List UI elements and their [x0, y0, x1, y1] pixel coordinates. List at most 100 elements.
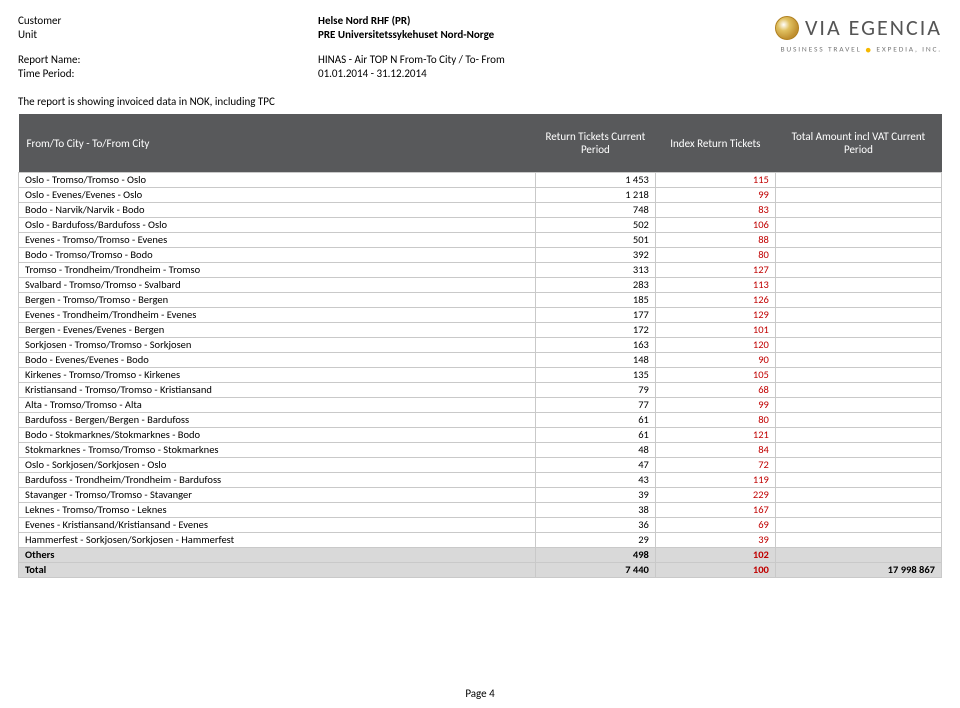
table-row: Bergen - Evenes/Evenes - Bergen172101 — [19, 323, 942, 338]
value-customer: Helse Nord RHF (PR) — [318, 14, 722, 28]
table-row: Stavanger - Tromso/Tromso - Stavanger392… — [19, 488, 942, 503]
cell-index: 39 — [655, 533, 775, 548]
cell-return-tickets: 172 — [535, 323, 655, 338]
cell-return-tickets: 79 — [535, 383, 655, 398]
brand-tagline-left: BUSINESS TRAVEL — [781, 45, 862, 54]
cell-index: 129 — [655, 308, 775, 323]
cell-index: 72 — [655, 458, 775, 473]
cell-route: Hammerfest - Sorkjosen/Sorkjosen - Hamme… — [19, 533, 536, 548]
cell-index: 99 — [655, 398, 775, 413]
cell-return-tickets: 392 — [535, 248, 655, 263]
cell-route: Total — [19, 563, 536, 578]
cell-amount — [775, 458, 941, 473]
label-customer: Customer — [18, 14, 98, 28]
cell-index: 126 — [655, 293, 775, 308]
cell-return-tickets: 1 453 — [535, 173, 655, 188]
cell-route: Oslo - Bardufoss/Bardufoss - Oslo — [19, 218, 536, 233]
table-row: Svalbard - Tromso/Tromso - Svalbard28311… — [19, 278, 942, 293]
table-row: Bardufoss - Bergen/Bergen - Bardufoss618… — [19, 413, 942, 428]
cell-return-tickets: 313 — [535, 263, 655, 278]
report-table: From/To City - To/From City Return Ticke… — [18, 114, 942, 578]
cell-amount — [775, 233, 941, 248]
cell-route: Bodo - Tromso/Tromso - Bodo — [19, 248, 536, 263]
cell-return-tickets: 61 — [535, 413, 655, 428]
label-unit: Unit — [18, 28, 98, 42]
cell-return-tickets: 748 — [535, 203, 655, 218]
cell-return-tickets: 77 — [535, 398, 655, 413]
cell-route: Bergen - Tromso/Tromso - Bergen — [19, 293, 536, 308]
cell-return-tickets: 39 — [535, 488, 655, 503]
cell-route: Svalbard - Tromso/Tromso - Svalbard — [19, 278, 536, 293]
table-row: Hammerfest - Sorkjosen/Sorkjosen - Hamme… — [19, 533, 942, 548]
cell-index: 102 — [655, 548, 775, 563]
cell-return-tickets: 163 — [535, 338, 655, 353]
cell-index: 229 — [655, 488, 775, 503]
cell-amount — [775, 533, 941, 548]
cell-route: Oslo - Evenes/Evenes - Oslo — [19, 188, 536, 203]
cell-index: 119 — [655, 473, 775, 488]
cell-route: Stavanger - Tromso/Tromso - Stavanger — [19, 488, 536, 503]
table-row: Evenes - Tromso/Tromso - Evenes50188 — [19, 233, 942, 248]
cell-amount — [775, 218, 941, 233]
cell-return-tickets: 36 — [535, 518, 655, 533]
col-amount: Total Amount incl VAT Current Period — [775, 114, 941, 173]
brand-text: VIA EGENCIA — [805, 14, 942, 41]
cell-return-tickets: 185 — [535, 293, 655, 308]
cell-amount: 17 998 867 — [775, 563, 941, 578]
cell-amount — [775, 293, 941, 308]
cell-index: 101 — [655, 323, 775, 338]
cell-index: 90 — [655, 353, 775, 368]
cell-index: 80 — [655, 413, 775, 428]
cell-route: Others — [19, 548, 536, 563]
cell-amount — [775, 368, 941, 383]
table-row: Kirkenes - Tromso/Tromso - Kirkenes13510… — [19, 368, 942, 383]
cell-return-tickets: 29 — [535, 533, 655, 548]
cell-index: 99 — [655, 188, 775, 203]
cell-route: Bodo - Narvik/Narvik - Bodo — [19, 203, 536, 218]
cell-return-tickets: 283 — [535, 278, 655, 293]
cell-amount — [775, 398, 941, 413]
cell-return-tickets: 43 — [535, 473, 655, 488]
cell-index: 113 — [655, 278, 775, 293]
table-row: Bardufoss - Trondheim/Trondheim - Barduf… — [19, 473, 942, 488]
table-row: Tromso - Trondheim/Trondheim - Tromso313… — [19, 263, 942, 278]
label-time-period: Time Period: — [18, 67, 98, 81]
col-route: From/To City - To/From City — [19, 114, 536, 173]
cell-route: Evenes - Tromso/Tromso - Evenes — [19, 233, 536, 248]
report-note: The report is showing invoiced data in N… — [18, 95, 942, 108]
col-index: Index Return Tickets — [655, 114, 775, 173]
cell-amount — [775, 548, 941, 563]
cell-return-tickets: 61 — [535, 428, 655, 443]
brand-tagline-right: EXPEDIA, INC. — [876, 45, 942, 54]
cell-route: Kirkenes - Tromso/Tromso - Kirkenes — [19, 368, 536, 383]
cell-return-tickets: 1 218 — [535, 188, 655, 203]
cell-return-tickets: 48 — [535, 443, 655, 458]
cell-return-tickets: 501 — [535, 233, 655, 248]
cell-route: Stokmarknes - Tromso/Tromso - Stokmarkne… — [19, 443, 536, 458]
cell-route: Evenes - Kristiansand/Kristiansand - Eve… — [19, 518, 536, 533]
cell-amount — [775, 188, 941, 203]
cell-return-tickets: 7 440 — [535, 563, 655, 578]
table-row: Alta - Tromso/Tromso - Alta7799 — [19, 398, 942, 413]
table-row: Bodo - Tromso/Tromso - Bodo39280 — [19, 248, 942, 263]
cell-route: Evenes - Trondheim/Trondheim - Evenes — [19, 308, 536, 323]
cell-return-tickets: 135 — [535, 368, 655, 383]
table-row: Sorkjosen - Tromso/Tromso - Sorkjosen163… — [19, 338, 942, 353]
cell-index: 106 — [655, 218, 775, 233]
cell-index: 68 — [655, 383, 775, 398]
cell-route: Bardufoss - Bergen/Bergen - Bardufoss — [19, 413, 536, 428]
cell-route: Kristiansand - Tromso/Tromso - Kristians… — [19, 383, 536, 398]
table-row: Evenes - Trondheim/Trondheim - Evenes177… — [19, 308, 942, 323]
table-row: Bodo - Evenes/Evenes - Bodo14890 — [19, 353, 942, 368]
cell-route: Tromso - Trondheim/Trondheim - Tromso — [19, 263, 536, 278]
cell-amount — [775, 503, 941, 518]
cell-return-tickets: 498 — [535, 548, 655, 563]
cell-index: 167 — [655, 503, 775, 518]
cell-amount — [775, 323, 941, 338]
cell-amount — [775, 353, 941, 368]
cell-index: 121 — [655, 428, 775, 443]
label-report-name: Report Name: — [18, 53, 98, 67]
cell-index: 88 — [655, 233, 775, 248]
cell-route: Oslo - Sorkjosen/Sorkjosen - Oslo — [19, 458, 536, 473]
table-row: Oslo - Evenes/Evenes - Oslo1 21899 — [19, 188, 942, 203]
